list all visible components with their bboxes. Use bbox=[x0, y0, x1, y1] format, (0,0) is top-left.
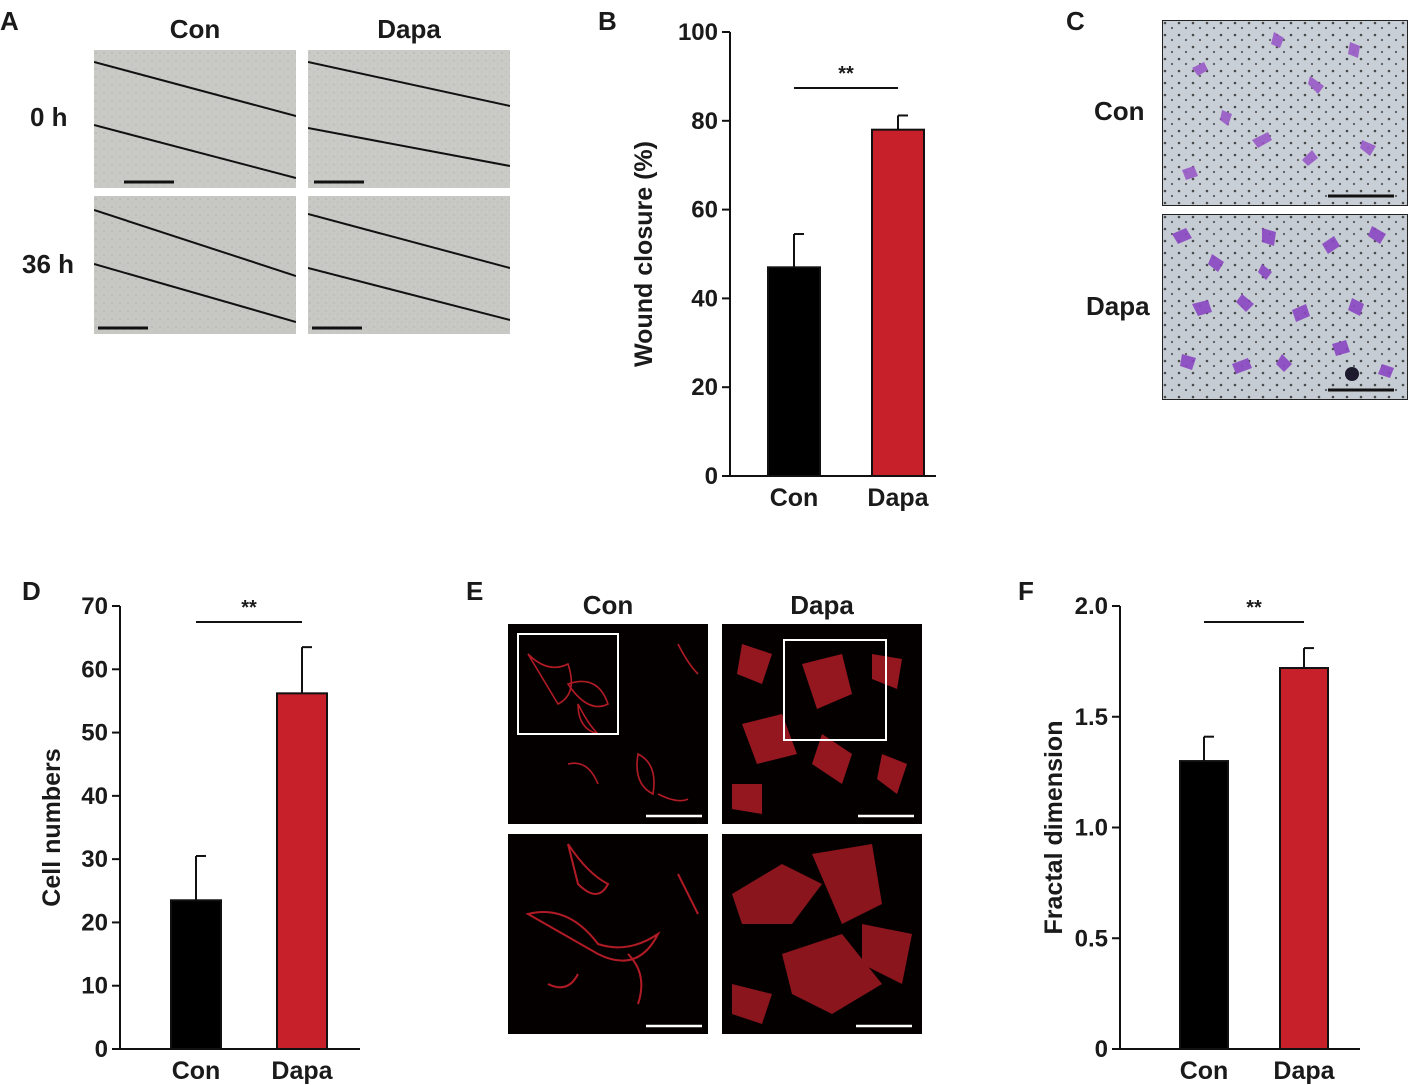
x-tick-label: Dapa bbox=[1273, 1057, 1335, 1085]
bar-dapa bbox=[276, 692, 328, 1050]
bar-con bbox=[1179, 760, 1229, 1051]
y-tick-label: 100 bbox=[678, 19, 718, 46]
y-tick-label: 40 bbox=[81, 783, 108, 810]
wound-image-con-36h bbox=[94, 196, 296, 334]
transwell-image-con bbox=[1162, 20, 1408, 206]
panel-c-letter: C bbox=[1066, 6, 1085, 36]
chart-cell-numbers: 0 10 20 30 40 50 60 70 Cell numbers Con Dapa ** bbox=[38, 593, 360, 1085]
panel-a-col-label-dapa: Dapa bbox=[377, 14, 441, 44]
zoom-region-box bbox=[517, 633, 619, 735]
chart-wound-closure: 0 20 40 60 80 100 Wound closure (%) Con Dapa ** bbox=[630, 19, 936, 512]
y-tick-label: 0 bbox=[705, 463, 718, 490]
panel-c-row-label-con: Con bbox=[1094, 96, 1145, 126]
y-tick-label: 60 bbox=[81, 656, 108, 683]
zoom-region-box bbox=[783, 639, 887, 741]
phalloidin-image-con bbox=[508, 624, 708, 824]
y-tick-label: 2.0 bbox=[1075, 593, 1108, 620]
bar-con bbox=[767, 266, 821, 477]
wound-image-con-0h bbox=[94, 50, 296, 188]
panel-a-row-label-36h: 36 h bbox=[22, 249, 75, 279]
y-tick-label: 70 bbox=[81, 593, 108, 620]
panel-b-letter: B bbox=[598, 6, 617, 36]
panel-e-col-label-dapa: Dapa bbox=[790, 590, 854, 620]
y-tick-label: 80 bbox=[691, 108, 718, 135]
y-axis-label: Wound closure (%) bbox=[630, 141, 658, 367]
bar-con bbox=[170, 899, 222, 1050]
chart-fractal-dimension: 0 0.5 1.0 1.5 2.0 Fractal dimension Con Dapa ** bbox=[1040, 593, 1360, 1085]
y-axis-label: Cell numbers bbox=[38, 748, 66, 906]
significance-label: ** bbox=[241, 597, 257, 619]
y-tick-label: 50 bbox=[81, 720, 108, 747]
phalloidin-image-dapa bbox=[722, 624, 922, 824]
y-axis-label: Fractal dimension bbox=[1040, 721, 1068, 935]
y-tick-label: 0 bbox=[95, 1036, 108, 1063]
bar-dapa bbox=[871, 128, 925, 477]
panel-d-letter: D bbox=[22, 576, 41, 606]
y-tick-label: 30 bbox=[81, 846, 108, 873]
wound-image-dapa-36h bbox=[308, 196, 510, 334]
panel-a-letter: A bbox=[0, 6, 19, 36]
phalloidin-zoom-dapa bbox=[722, 834, 922, 1034]
significance-label: ** bbox=[838, 63, 854, 85]
wound-image-dapa-0h bbox=[308, 50, 510, 188]
panel-e-letter: E bbox=[466, 576, 484, 606]
panel-a-row-label-0h: 0 h bbox=[30, 102, 68, 132]
phalloidin-zoom-con bbox=[508, 834, 708, 1034]
bar-dapa bbox=[1279, 667, 1329, 1051]
x-tick-label: Con bbox=[172, 1057, 221, 1085]
y-tick-label: 20 bbox=[691, 374, 718, 401]
transwell-image-dapa bbox=[1162, 214, 1408, 400]
significance-label: ** bbox=[1246, 597, 1262, 619]
y-tick-label: 10 bbox=[81, 973, 108, 1000]
y-tick-label: 20 bbox=[81, 909, 108, 936]
y-tick-label: 40 bbox=[691, 285, 718, 312]
x-tick-label: Dapa bbox=[867, 484, 929, 512]
panel-e-col-label-con: Con bbox=[582, 590, 634, 620]
panel-a-col-label-con: Con bbox=[169, 14, 221, 44]
panel-c-row-label-dapa: Dapa bbox=[1086, 291, 1150, 321]
y-tick-label: 0 bbox=[1095, 1036, 1108, 1063]
y-tick-label: 1.0 bbox=[1075, 815, 1108, 842]
x-tick-label: Con bbox=[1180, 1057, 1229, 1085]
y-tick-label: 1.5 bbox=[1075, 704, 1108, 731]
x-tick-label: Con bbox=[770, 484, 819, 512]
panel-f-letter: F bbox=[1018, 576, 1034, 606]
y-tick-label: 0.5 bbox=[1075, 925, 1108, 952]
x-tick-label: Dapa bbox=[271, 1057, 333, 1085]
y-tick-label: 60 bbox=[691, 197, 718, 224]
